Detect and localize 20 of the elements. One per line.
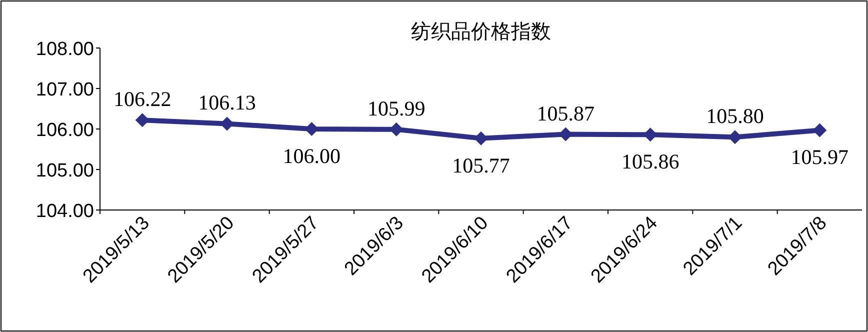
data-label: 105.77 <box>452 153 510 178</box>
y-tick-label: 104.00 <box>36 201 94 222</box>
data-label: 106.00 <box>282 144 341 168</box>
data-label: 105.97 <box>790 145 849 170</box>
data-label: 105.87 <box>536 101 595 126</box>
y-tick-label: 106.00 <box>36 120 94 141</box>
data-label: 105.80 <box>706 104 764 128</box>
point <box>220 116 234 131</box>
y-tick-label: 105.00 <box>36 160 94 182</box>
point <box>474 131 488 146</box>
y-tick-label: 108.00 <box>36 39 94 60</box>
data-label: 105.99 <box>367 96 426 120</box>
data-label: 106.22 <box>113 87 172 112</box>
y-tick-label: 107.00 <box>36 80 94 100</box>
point <box>728 130 742 144</box>
data-label: 105.86 <box>621 150 680 174</box>
point <box>812 123 827 138</box>
data-label: 106.13 <box>198 90 256 115</box>
point <box>135 113 150 128</box>
chart-title: 纺织品价格指数 <box>411 21 551 43</box>
